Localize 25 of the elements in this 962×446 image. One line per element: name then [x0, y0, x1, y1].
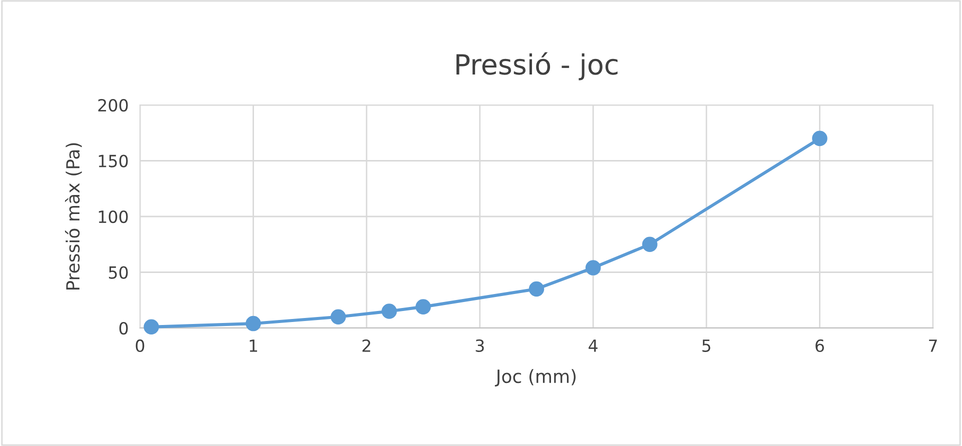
y-tick-label: 50 [108, 266, 128, 279]
x-tick-label: 5 [702, 340, 710, 352]
point [416, 299, 431, 314]
point [330, 309, 346, 324]
point [812, 130, 828, 146]
y-axis-title: Pressió màx (Pa) [64, 143, 82, 290]
y-tick-label: 200 [98, 98, 128, 112]
x-tick-label: 6 [816, 339, 824, 352]
x-tick-label: 7 [929, 340, 937, 352]
x-tick-label: 0 [136, 339, 144, 352]
point [586, 260, 601, 276]
x-tick-label: 1 [250, 340, 258, 352]
point [246, 316, 261, 332]
x-tick-label: 4 [588, 340, 598, 352]
point [144, 319, 159, 335]
y-tick-label: 150 [98, 154, 128, 168]
y-tick-label: 0 [119, 322, 128, 335]
point [642, 236, 658, 252]
chart-title: Pressió - joc [456, 52, 618, 80]
y-tick-label: 100 [98, 210, 128, 224]
point [528, 281, 544, 297]
x-tick-label: 2 [362, 339, 370, 352]
x-tick-label: 3 [476, 339, 484, 352]
point [382, 304, 397, 319]
x-axis-title: Joc (mm) [494, 369, 576, 386]
